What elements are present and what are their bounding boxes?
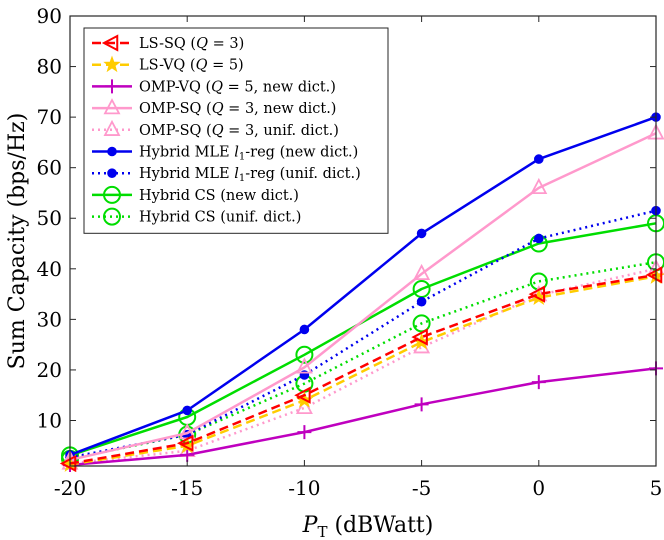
legend-label-1: LS-SQ (Q = 3) [139,36,244,52]
legend-item-9: Hybrid CS (unif. dict.) [92,207,301,226]
legend-label-2: LS-VQ (Q = 5) [139,58,244,74]
legend-marker-8 [103,185,121,204]
legend-label-7: Hybrid MLE l1-reg (unif. dict.) [139,166,361,184]
legend-item-6: Hybrid MLE l1-reg (new dict.) [92,145,358,163]
legend-item-8: Hybrid CS (new dict.) [92,185,299,204]
series-1-point-1 [59,454,77,473]
series-4-point-4 [413,263,431,281]
series-9-point-4 [412,314,431,333]
x-tick-label-2: -15 [171,476,203,500]
legend: LS-SQ (Q = 3) LS-VQ (Q = 5) OMP-VQ (Q = 5,… [83,27,389,234]
y-tick-label-7: 70 [37,105,62,129]
x-tick-label-4: -5 [412,476,431,500]
series-1-point-5 [528,285,546,303]
series-9-line [69,260,657,461]
legend-item-3: OMP-VQ (Q = 5, new dict.) [92,79,336,95]
x-tick-label-1: -20 [54,476,86,500]
legend-item-5: OMP-SQ (Q = 3, unif. dict.) [92,119,339,139]
legend-marker-3 [105,79,119,94]
legend-label-9: Hybrid CS (unif. dict.) [139,210,301,226]
series-7-point-5 [534,233,544,244]
legend-item-2: LS-VQ (Q = 5) [92,55,244,74]
legend-marker-6 [107,146,117,157]
series-5-point-3 [295,397,313,415]
y-tick-label-5: 50 [37,206,62,230]
series-2-line [69,275,657,466]
y-axis-label: Sum Capacity (bps/Hz) [5,113,30,370]
series-4-line [69,132,657,462]
x-tick-label-6: 5 [650,476,663,500]
y-tick-label-2: 20 [37,358,62,382]
y-tick-label-3: 30 [37,307,62,331]
series-3-point-5 [531,375,546,390]
series-3-point-4 [414,397,429,412]
series-layer [59,112,664,473]
series-6-point-4 [416,228,427,239]
series-6-point-5 [534,154,544,164]
legend-marker-9 [103,207,121,226]
ticks-layer: -20 -15 -10 -5 0 5 10 20 30 40 50 60 70 80 90 [37,4,663,500]
y-tick-label-6: 60 [37,156,62,180]
series-6-point-2 [182,405,192,416]
series-1-point-2 [177,434,194,452]
x-axis-label-unit: (dBWatt) [327,513,433,538]
legend-marker-4 [103,98,121,115]
series-1-point-3 [294,386,311,404]
y-tick-label-4: 40 [37,257,62,281]
series-3-point-3 [297,425,312,440]
series-3-point-2 [180,447,195,462]
legend-marker-5 [103,119,121,136]
y-tick-label-1: 10 [37,408,62,432]
series-4-point-3 [295,357,313,374]
legend-item-1: LS-SQ (Q = 3) [92,34,244,52]
legend-item-7: Hybrid MLE l1-reg (unif. dict.) [92,166,361,184]
legend-label-8: Hybrid CS (new dict.) [139,188,299,204]
series-1-point-4 [411,328,428,346]
legend-box [83,27,389,234]
y-tick-label-8: 80 [37,55,62,79]
legend-marker-7 [107,168,117,178]
x-axis-label: PT (dBWatt) [302,513,434,540]
series-8-point-3 [295,345,314,364]
legend-item-4: OMP-SQ (Q = 3, new dict.) [92,98,336,117]
series-6-line [69,115,657,457]
legend-label-5: OMP-SQ (Q = 3, unif. dict.) [139,123,339,139]
series-4-point-5 [530,177,548,195]
series-3-line [69,367,657,467]
legend-marker-1 [101,34,119,52]
series-7-point-4 [416,296,427,307]
x-axis-label-symbol: P [302,513,319,538]
legend-marker-2 [103,55,121,73]
series-6-point-3 [299,324,310,335]
x-tick-label-5: 0 [532,476,545,500]
series-1-line [69,273,657,465]
legend-label-3: OMP-VQ (Q = 5, new dict.) [139,79,336,95]
plot-frame [69,15,657,467]
legend-label-6: Hybrid MLE l1-reg (new dict.) [139,145,358,163]
series-1 [59,266,663,473]
series-6 [65,112,661,460]
x-axis-label-subscript: T [317,523,327,540]
series-1-point-6 [645,266,663,284]
x-tick-label-3: -10 [288,476,320,500]
legend-label-4: OMP-SQ (Q = 3, new dict.) [139,101,336,117]
y-tick-label-9: 90 [37,4,62,28]
